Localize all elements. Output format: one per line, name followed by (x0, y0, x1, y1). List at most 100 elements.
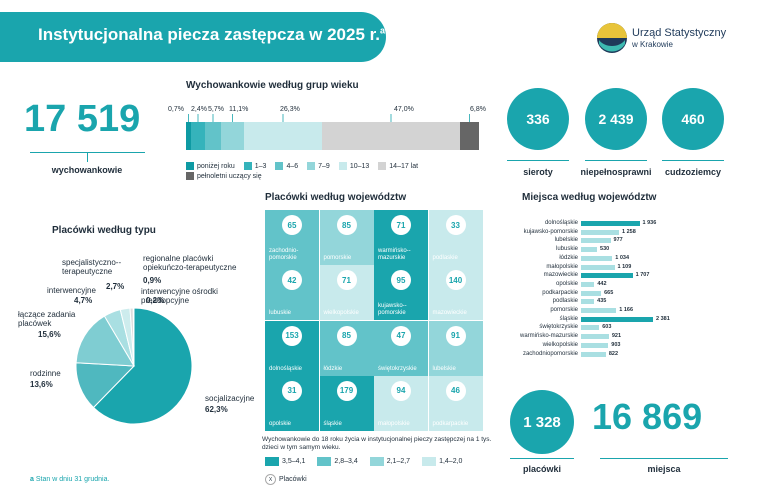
places-category-label: świętokrzyskie (539, 324, 578, 331)
tile-name: pomorskie (323, 255, 352, 261)
tile-voivodeship: 91 lubelskie (428, 320, 483, 376)
age-legend-item: 14–17 lat (378, 162, 418, 170)
places-value-label: 822 (608, 350, 619, 357)
pie-label-osrodki: interwencyjne ośrodki preadopcyjne (141, 287, 218, 305)
divider (510, 458, 574, 459)
age-legend-item: pełnoletni uczący się (186, 172, 262, 180)
tile-voivodeship: 33 podlaskie (428, 210, 483, 265)
tile-count: 95 (391, 270, 411, 291)
placowki-label: placówki (522, 464, 561, 474)
tile-count: 65 (282, 215, 302, 235)
age-bar-segment (205, 122, 221, 150)
places-category-label: warmińsko-mazurskie (519, 333, 578, 340)
places-bar (581, 229, 620, 235)
tile-name: śląskie (323, 420, 342, 427)
tile-voivodeship: 65 zachodnio-pomorskie (265, 210, 319, 265)
age-bar-segment (244, 122, 322, 150)
age-pct-label: 0,7% (168, 106, 184, 113)
tiles-legend-item: 3,5–4,1 (265, 457, 305, 466)
tile-voivodeship: 71 wielkopolskie (319, 265, 374, 321)
places-category-label: śląskie (559, 315, 578, 322)
pie-label-specjalistyczno: specjalistyczno--terapeutyczne (62, 258, 122, 276)
tile-name: lubelskie (432, 365, 456, 372)
age-legend-item: 1–3 (243, 162, 266, 170)
tile-count: 140 (445, 270, 466, 291)
tile-count: 47 (391, 325, 411, 346)
placowki-marker-icon: X (265, 474, 276, 485)
legend-swatch (265, 457, 279, 466)
legend-swatch (186, 162, 194, 170)
places-bar (581, 299, 595, 305)
tile-voivodeship: 47 świętokrzyskie (374, 320, 428, 376)
tile-name: świętokrzyskie (378, 365, 417, 372)
age-bar-segment (322, 122, 460, 150)
pie-value-socjalizacyjne: 62,3% (205, 405, 228, 414)
tile-count: 71 (391, 215, 411, 235)
tile-count: 94 (391, 380, 411, 401)
tiles-legend-item: 2,8–3,4 (317, 457, 358, 466)
divider (507, 160, 569, 161)
age-bar-segment (191, 122, 205, 150)
places-bar (581, 255, 613, 261)
age-legend: poniżej roku 1–3 4–6 7–9 10–13 14–17 lat pełno… (186, 162, 486, 180)
tile-name: podlaskie (432, 255, 458, 261)
places-category-label: wielkopolskie (542, 341, 578, 348)
tile-count: 46 (445, 380, 466, 401)
places-category-label: pomorskie (550, 307, 578, 313)
age-pct-label: 26,3% (280, 106, 300, 113)
wychowankowie-label: wychowankowie (51, 165, 123, 175)
tile-voivodeship: 179 śląskie (319, 375, 374, 431)
places-value-label: 1 166 (619, 307, 634, 313)
places-value-label: 2 381 (656, 315, 670, 322)
pie-label-regionalne: regionalne placówki opiekuńczo-terapeuty… (143, 254, 237, 272)
places-value-label: 442 (597, 280, 607, 287)
age-bar-segment (221, 122, 244, 150)
legend-swatch (307, 162, 316, 170)
tile-voivodeship: 95 kujawsko--pomorskie (374, 265, 428, 321)
age-pct-label: 47,0% (394, 106, 414, 113)
wychowankowie-value: 17 519 (24, 98, 141, 140)
tile-voivodeship: 42 lubuskie (265, 265, 319, 321)
tile-name: wielkopolskie (323, 310, 359, 317)
tile-name: dolnośląskie (269, 365, 303, 372)
circle-label-niepelnosprawni: niepełnosprawni (580, 167, 652, 177)
tile-name: podkarpackie (432, 420, 469, 427)
places-title: Miejsca według województw (522, 192, 657, 203)
places-value-label: 921 (611, 333, 622, 340)
circle-niepelnosprawni: 2 439 (585, 88, 647, 150)
divider (662, 160, 724, 161)
places-bar (581, 238, 611, 244)
tile-name: opolskie (269, 420, 292, 427)
circle-placowki: 1 328 (510, 390, 574, 454)
circle-sieroty: 336 (507, 88, 569, 150)
circle-label-sieroty: sieroty (523, 167, 553, 177)
tile-voivodeship: 153 dolnośląskie (265, 320, 319, 376)
header-banner (0, 12, 386, 62)
logo-icon (597, 23, 627, 53)
pie-chart (75, 307, 193, 425)
divider-tick (87, 152, 88, 162)
tile-voivodeship: 94 małopolskie (374, 375, 428, 431)
places-value-label: 665 (604, 289, 614, 296)
legend-swatch (317, 457, 332, 466)
pie-title: Placówki według typu (52, 225, 156, 236)
places-bar (581, 264, 615, 270)
places-value-label: 1 034 (615, 254, 630, 261)
places-bar (581, 325, 600, 331)
places-category-label: podkarpackie (542, 289, 578, 296)
places-value-label: 977 (613, 237, 623, 244)
age-pct-label: 5,7% (208, 106, 224, 113)
pie-value-regionalne: 0,9% (143, 276, 162, 285)
tile-voivodeship: 46 podkarpackie (428, 375, 483, 431)
circle-cudzoziemcy: 460 (662, 88, 724, 150)
pie-label-laczace: łączące zadania placówek (18, 310, 76, 328)
tile-count: 31 (282, 380, 302, 401)
pie-label-socjalizacyjne: socjalizacyjne (205, 394, 255, 403)
divider (585, 160, 647, 161)
tile-count: 85 (336, 215, 357, 235)
places-value-label: 435 (597, 298, 607, 305)
tile-count: 71 (336, 270, 357, 291)
miejsca-label: miejsca (647, 464, 681, 474)
tile-voivodeship: 85 pomorskie (319, 210, 374, 265)
age-pct-label: 2,4% (191, 106, 207, 113)
